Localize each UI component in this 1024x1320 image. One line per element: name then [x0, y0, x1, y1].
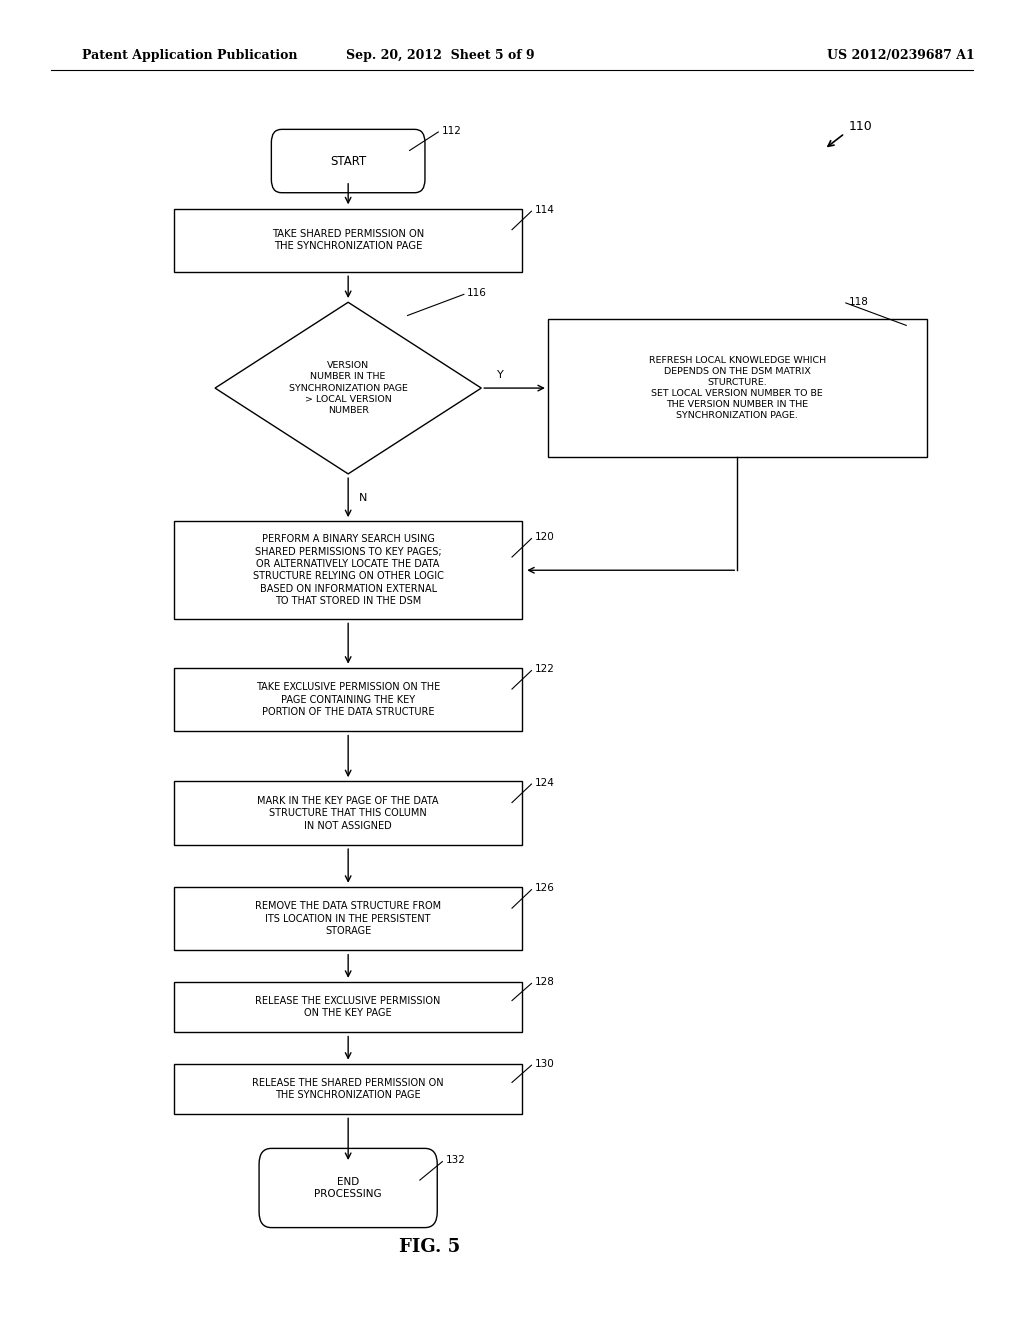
Text: Y: Y: [497, 370, 504, 380]
Text: 116: 116: [467, 288, 486, 298]
Text: 132: 132: [445, 1155, 465, 1166]
Text: US 2012/0239687 A1: US 2012/0239687 A1: [827, 49, 975, 62]
FancyBboxPatch shape: [271, 129, 425, 193]
Text: RELEASE THE EXCLUSIVE PERMISSION
ON THE KEY PAGE: RELEASE THE EXCLUSIVE PERMISSION ON THE …: [255, 997, 441, 1018]
Text: FIG. 5: FIG. 5: [399, 1238, 461, 1257]
Text: PERFORM A BINARY SEARCH USING
SHARED PERMISSIONS TO KEY PAGES;
OR ALTERNATIVELY : PERFORM A BINARY SEARCH USING SHARED PER…: [253, 535, 443, 606]
Text: 110: 110: [848, 120, 872, 133]
FancyBboxPatch shape: [174, 1064, 522, 1114]
Text: 122: 122: [535, 664, 554, 675]
Text: REFRESH LOCAL KNOWLEDGE WHICH
DEPENDS ON THE DSM MATRIX
STURCTURE.
SET LOCAL VER: REFRESH LOCAL KNOWLEDGE WHICH DEPENDS ON…: [649, 356, 825, 420]
Text: N: N: [358, 492, 367, 503]
Text: 126: 126: [535, 883, 554, 894]
Text: VERSION
NUMBER IN THE
SYNCHRONIZATION PAGE
> LOCAL VERSION
NUMBER: VERSION NUMBER IN THE SYNCHRONIZATION PA…: [289, 362, 408, 414]
Text: MARK IN THE KEY PAGE OF THE DATA
STRUCTURE THAT THIS COLUMN
IN NOT ASSIGNED: MARK IN THE KEY PAGE OF THE DATA STRUCTU…: [257, 796, 439, 830]
FancyBboxPatch shape: [174, 982, 522, 1032]
Text: TAKE EXCLUSIVE PERMISSION ON THE
PAGE CONTAINING THE KEY
PORTION OF THE DATA STR: TAKE EXCLUSIVE PERMISSION ON THE PAGE CO…: [256, 682, 440, 717]
FancyBboxPatch shape: [259, 1148, 437, 1228]
Text: Sep. 20, 2012  Sheet 5 of 9: Sep. 20, 2012 Sheet 5 of 9: [346, 49, 535, 62]
Text: TAKE SHARED PERMISSION ON
THE SYNCHRONIZATION PAGE: TAKE SHARED PERMISSION ON THE SYNCHRONIZ…: [272, 230, 424, 251]
Text: Patent Application Publication: Patent Application Publication: [82, 49, 297, 62]
FancyBboxPatch shape: [548, 319, 927, 458]
Text: RELEASE THE SHARED PERMISSION ON
THE SYNCHRONIZATION PAGE: RELEASE THE SHARED PERMISSION ON THE SYN…: [252, 1078, 444, 1100]
FancyBboxPatch shape: [174, 781, 522, 845]
FancyBboxPatch shape: [174, 887, 522, 950]
Text: 118: 118: [849, 297, 868, 306]
Text: END
PROCESSING: END PROCESSING: [314, 1177, 382, 1199]
Text: 114: 114: [535, 205, 554, 215]
Text: 120: 120: [535, 532, 554, 543]
Polygon shape: [215, 302, 481, 474]
Text: 130: 130: [535, 1059, 554, 1069]
FancyBboxPatch shape: [174, 209, 522, 272]
FancyBboxPatch shape: [174, 668, 522, 731]
Text: 124: 124: [535, 777, 554, 788]
Text: 112: 112: [441, 125, 461, 136]
Text: START: START: [330, 154, 367, 168]
Text: REMOVE THE DATA STRUCTURE FROM
ITS LOCATION IN THE PERSISTENT
STORAGE: REMOVE THE DATA STRUCTURE FROM ITS LOCAT…: [255, 902, 441, 936]
FancyBboxPatch shape: [174, 521, 522, 619]
Text: 128: 128: [535, 977, 554, 987]
